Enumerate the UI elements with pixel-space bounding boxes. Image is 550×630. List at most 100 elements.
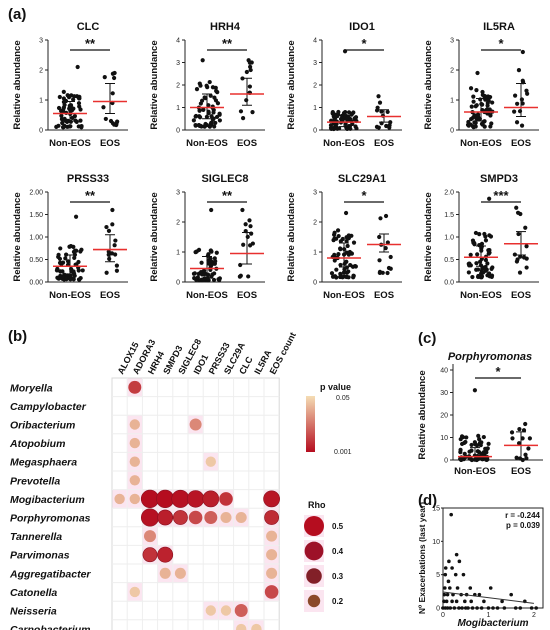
data-point (67, 124, 72, 129)
group-label: Non-EOS (186, 138, 228, 149)
data-point (68, 243, 74, 249)
data-point (211, 110, 216, 115)
significance-marker: * (361, 188, 367, 203)
data-point (80, 268, 85, 273)
data-point (442, 592, 447, 597)
data-point (379, 109, 384, 114)
data-point (78, 118, 83, 123)
group-label: EOS (511, 290, 531, 301)
correlation-dot (129, 437, 140, 449)
data-point (338, 271, 343, 276)
data-point (518, 254, 523, 259)
data-point (243, 222, 248, 227)
row-label: Mogibacterium (10, 494, 85, 506)
panel-c-porphyromonas-plot: Porphyromonas Relative abundance 0 10 20 30 40… (417, 351, 543, 477)
x-tick-label: 1 (487, 612, 491, 619)
data-point (104, 270, 109, 275)
plot-title: SLC29A1 (338, 173, 386, 185)
y-tick-label: 0 (176, 128, 180, 135)
y-tick-label: 0.0 (444, 280, 454, 287)
data-point (56, 105, 62, 111)
x-axis-label: Mogibacterium (457, 618, 528, 629)
correlation-dot (189, 418, 202, 431)
data-point (523, 421, 528, 427)
data-point (377, 234, 382, 240)
rho-legend-dot (306, 568, 322, 584)
data-point (452, 606, 457, 610)
row-label: Carnobacterium (10, 624, 91, 630)
data-point (378, 216, 383, 221)
group-label: Non-EOS (49, 290, 91, 301)
correlation-dot (144, 530, 156, 543)
data-point (238, 109, 244, 114)
correlation-dot (236, 623, 247, 630)
row-label: Neisseria (10, 606, 57, 618)
data-point (524, 244, 529, 249)
y-axis-label: Relative abundance (286, 192, 297, 281)
data-point (58, 269, 63, 274)
data-point (79, 125, 84, 130)
data-point (216, 277, 221, 282)
data-point (509, 430, 515, 435)
data-point (113, 238, 118, 243)
group-label: Non-EOS (323, 290, 365, 301)
data-point (481, 434, 486, 440)
data-point (334, 236, 339, 241)
data-point (383, 213, 389, 219)
data-point (512, 109, 517, 114)
data-point (57, 94, 62, 100)
data-point (68, 277, 73, 282)
data-point (64, 119, 70, 124)
significance-marker: *** (493, 188, 509, 203)
data-point (329, 126, 334, 131)
strip-plot-ido1: IDO1 Relative abundance 0 1 2 3 4 Non-EOS EOS * (286, 21, 402, 149)
data-point (71, 277, 76, 282)
correlation-dot (205, 456, 216, 467)
data-point (463, 439, 468, 445)
data-point (485, 446, 490, 451)
data-point (490, 100, 495, 105)
data-point (477, 437, 482, 442)
data-point (205, 253, 211, 259)
y-tick-label: 2 (313, 83, 317, 90)
plot-title: CLC (77, 21, 100, 33)
data-point (192, 276, 197, 281)
data-point (345, 243, 350, 249)
data-point (248, 67, 253, 73)
data-point (208, 256, 213, 261)
data-point (477, 592, 482, 597)
data-point (475, 70, 480, 76)
row-label: Campylobacter (10, 401, 87, 413)
regression-line (442, 591, 534, 604)
data-point (77, 96, 82, 101)
correlation-dot (263, 490, 280, 508)
data-point (450, 599, 454, 604)
data-point (346, 236, 351, 241)
data-point (212, 95, 217, 100)
data-point (71, 97, 76, 102)
y-axis-label: Relative abundance (286, 40, 297, 129)
data-point (524, 456, 529, 461)
data-point (488, 94, 493, 100)
data-point (485, 261, 490, 266)
y-axis-label: Nº Exacerbations (last year) (417, 502, 427, 614)
y-tick-label: 2 (176, 83, 180, 90)
y-tick-label: 0 (313, 280, 317, 287)
data-point (466, 606, 470, 610)
data-point (341, 274, 347, 279)
plot-title: IDO1 (349, 21, 375, 33)
data-point (473, 124, 478, 129)
data-point (514, 205, 519, 210)
y-tick-label: 20 (440, 413, 448, 420)
data-point (383, 246, 388, 251)
group-label: Non-EOS (49, 138, 91, 149)
strip-plot-prss33: PRSS33 Relative abundance 0.00 0.50 1.00 1.50… (12, 173, 128, 301)
y-axis-label: Relative abundance (12, 192, 23, 281)
data-point (342, 49, 348, 54)
y-tick-label: 1.00 (29, 235, 43, 242)
y-axis-label: Relative abundance (417, 370, 428, 459)
data-point (526, 446, 531, 451)
data-point (479, 121, 485, 126)
data-point (336, 233, 341, 239)
data-point (193, 114, 198, 119)
